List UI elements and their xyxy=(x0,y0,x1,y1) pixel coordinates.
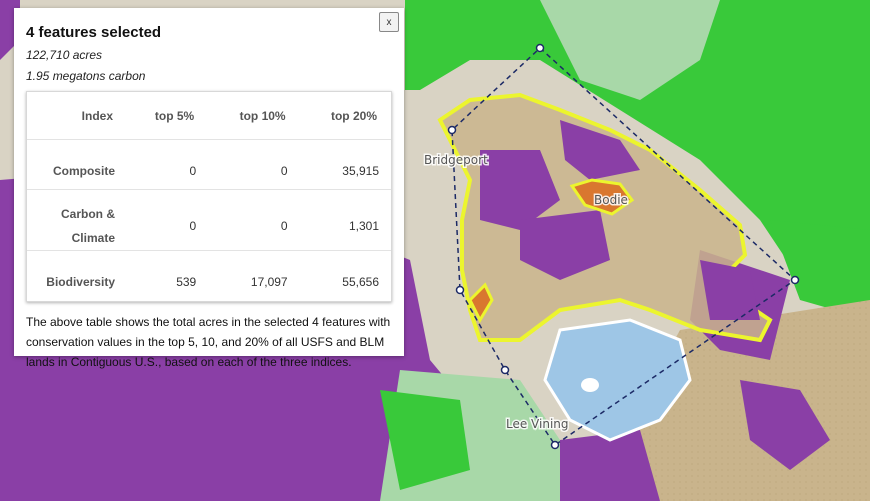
selection-popup: x 4 features selected 122,710 acres 1.95… xyxy=(14,8,404,369)
polygon-draw-icon[interactable] xyxy=(447,43,800,450)
conservation-table-box: Index top 5% top 10% top 20% Composite 0… xyxy=(26,91,392,302)
table-cell: 0 xyxy=(208,189,300,251)
close-button[interactable]: x xyxy=(379,12,399,32)
table-row: Carbon & Climate 0 0 1,301 xyxy=(27,189,391,251)
table-cell: 17,097 xyxy=(250,274,288,289)
place-label-bridgeport: Bridgeport xyxy=(424,153,488,167)
table-cell: 0 xyxy=(127,139,209,190)
green-forest-east xyxy=(770,220,870,320)
table-row: Composite 0 0 35,915 xyxy=(27,139,391,190)
table-cell: 1,301 xyxy=(299,189,391,251)
row-label: Biodiversity xyxy=(46,274,115,289)
table-header: top 5% xyxy=(127,92,209,140)
row-label: Carbon & Climate xyxy=(27,189,127,251)
table-header: top 20% xyxy=(299,92,391,140)
purple-inside-east xyxy=(700,260,760,320)
purple-inside-south xyxy=(520,210,610,280)
orange-hotspot-bodie xyxy=(569,178,635,216)
purple-inside-center xyxy=(560,120,640,180)
table-cell: 539 xyxy=(176,274,197,289)
green-south-left xyxy=(380,390,470,490)
lake-island xyxy=(581,378,599,392)
acres-stat: 122,710 acres xyxy=(26,48,103,62)
table-cell: 0 xyxy=(208,139,300,190)
table-description: The above table shows the total acres in… xyxy=(26,314,391,369)
table-cell: 35,915 xyxy=(299,139,391,190)
orange-hotspot-west xyxy=(468,282,494,324)
mono-lake xyxy=(543,318,692,442)
table-cell: 0 xyxy=(127,189,209,251)
green-forest-north xyxy=(405,0,870,300)
table-cell: 55,656 xyxy=(342,274,379,289)
light-green-band xyxy=(540,0,720,100)
purple-region-southeast xyxy=(740,380,830,470)
table-header: Index xyxy=(27,92,127,140)
place-label-bodie: Bodie xyxy=(594,193,628,207)
place-label-lee-vining: Lee Vining xyxy=(506,417,569,431)
table-header-row: Index top 5% top 10% top 20% xyxy=(27,92,391,140)
table-header: top 10% xyxy=(208,92,300,140)
purple-region-south xyxy=(560,430,660,501)
carbon-stat: 1.95 megatons carbon xyxy=(26,69,146,83)
table-row: Biodiversity 539 17,097 55,656 xyxy=(27,251,391,301)
row-label: Composite xyxy=(27,139,127,190)
conservation-table: Index top 5% top 10% top 20% Composite 0… xyxy=(27,92,391,301)
popup-title: 4 features selected xyxy=(26,24,162,41)
purple-inside-north xyxy=(480,150,560,230)
